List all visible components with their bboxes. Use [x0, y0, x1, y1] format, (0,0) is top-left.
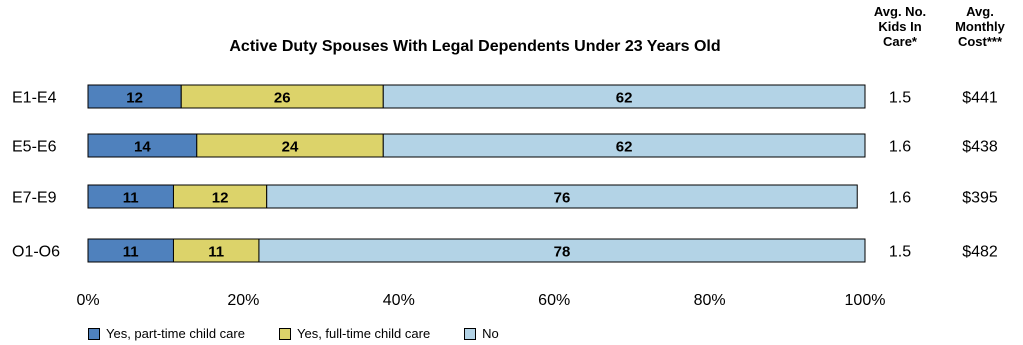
category-label: E5-E6	[12, 139, 57, 156]
avg-cost-value: $395	[962, 190, 998, 207]
legend-item: Yes, part-time child care	[88, 326, 245, 341]
bar-segment	[382, 133, 866, 158]
data-label: 78	[554, 244, 571, 261]
data-label: 12	[126, 90, 143, 107]
legend-swatch-full-time	[278, 327, 291, 340]
avg-kids-value: 1.5	[889, 244, 911, 261]
x-tick-label: 40%	[383, 292, 415, 309]
avg-kids-value: 1.6	[889, 139, 911, 156]
legend-swatch-no	[464, 327, 477, 340]
data-label: 62	[616, 90, 633, 107]
category-label: O1-O6	[12, 244, 60, 261]
avg-kids-value: 1.5	[889, 90, 911, 107]
data-label: 12	[212, 190, 229, 207]
data-label: 62	[616, 139, 633, 156]
bar-segment	[382, 84, 866, 109]
x-tick-label: 20%	[227, 292, 259, 309]
chart-title: Active Duty Spouses With Legal Dependent…	[229, 38, 721, 55]
data-label: 26	[274, 90, 291, 107]
data-label: 14	[134, 139, 151, 156]
category-label: E1-E4	[12, 90, 57, 107]
bar-segment	[266, 184, 858, 209]
legend-item: No	[464, 326, 499, 341]
avg-cost-value: $441	[962, 90, 998, 107]
category-label: E7-E9	[12, 190, 57, 207]
x-tick-label: 80%	[694, 292, 726, 309]
avg-cost-header: Avg. Monthly Cost***	[955, 4, 1005, 49]
x-tick-label: 0%	[76, 292, 99, 309]
x-tick-label: 60%	[538, 292, 570, 309]
data-label: 11	[123, 190, 139, 207]
avg-kids-header: Avg. No. Kids In Care*	[873, 4, 927, 49]
legend-label-full-time: Yes, full-time child care	[296, 326, 431, 341]
avg-cost-value: $438	[962, 139, 998, 156]
legend: Yes, part-time child care Yes, full-time…	[88, 326, 533, 341]
data-label: 11	[208, 244, 224, 261]
data-label: 76	[554, 190, 571, 207]
legend-swatch-part-time	[88, 327, 100, 340]
legend-label-part-time: Yes, part-time child care	[106, 326, 245, 341]
legend-label-no: No	[482, 326, 499, 341]
avg-cost-value: $482	[962, 244, 998, 261]
data-label: 24	[282, 139, 299, 156]
data-label: 11	[123, 244, 139, 261]
bar-segment	[258, 238, 866, 263]
x-tick-label: 100%	[845, 292, 886, 309]
legend-item: Yes, full-time child care	[278, 326, 431, 341]
avg-kids-value: 1.6	[889, 190, 911, 207]
